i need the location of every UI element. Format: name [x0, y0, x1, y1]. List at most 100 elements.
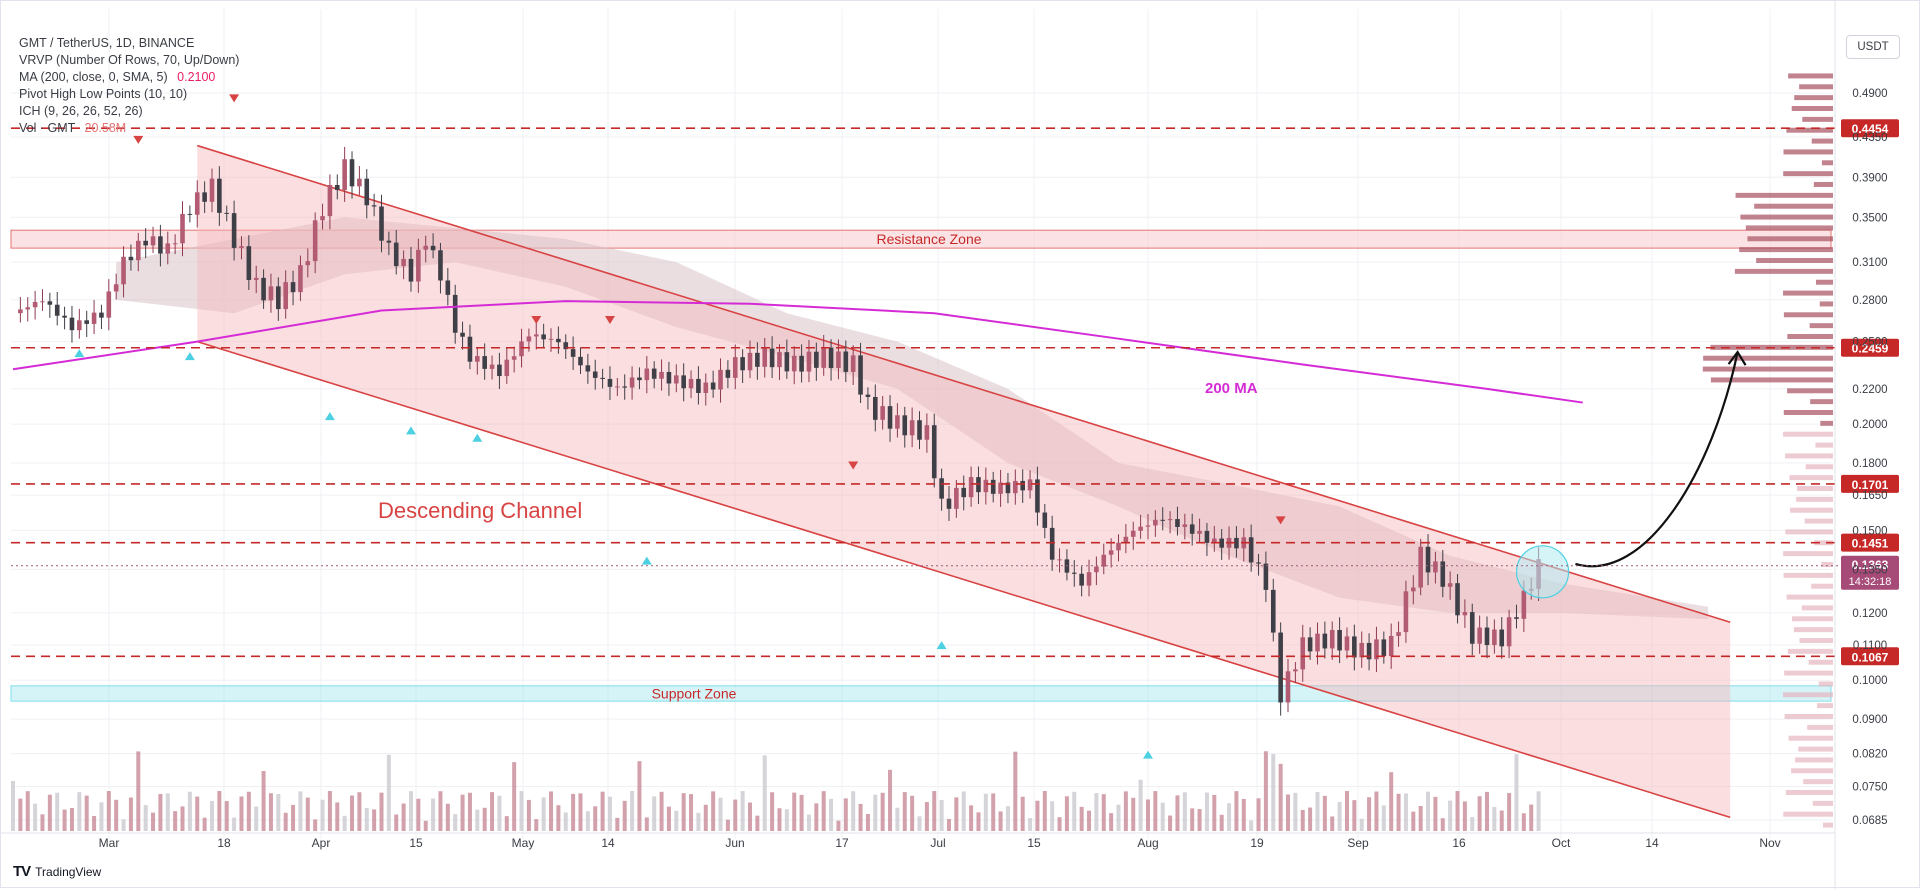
volume-bar — [11, 781, 15, 831]
candle-body — [32, 301, 38, 308]
volume-profile-bar — [1805, 464, 1833, 470]
candle-body — [806, 351, 812, 372]
volume-bar — [888, 769, 893, 831]
volume-profile-bar — [1823, 822, 1833, 828]
volume-profile-bar — [1801, 605, 1833, 611]
candle-body — [740, 357, 745, 371]
volume-profile-bar — [1784, 714, 1833, 719]
volume-bar — [1190, 808, 1195, 831]
price-level-badge — [1841, 474, 1899, 493]
candle-body — [253, 277, 259, 280]
candle-body — [408, 258, 414, 282]
y-axis-tick-label: 0.3900 — [1852, 172, 1887, 184]
volume-bar — [1050, 801, 1055, 831]
x-axis-tick-label: 17 — [835, 836, 849, 850]
price-level-label: 0.1067 — [1852, 650, 1889, 664]
breakout-highlight-circle — [1515, 545, 1570, 599]
candle-body — [1315, 633, 1320, 652]
currency-selector[interactable]: USDT — [1846, 35, 1900, 59]
candle-body — [283, 282, 288, 310]
volume-bar — [718, 797, 723, 831]
volume-bar — [674, 810, 679, 831]
volume-profile-bar — [1797, 486, 1833, 491]
candle-body — [1145, 525, 1151, 527]
volume-bar — [342, 815, 347, 831]
volume-bar — [1028, 818, 1033, 831]
volume-bar — [519, 791, 524, 831]
volume-bar — [1175, 795, 1180, 831]
volume-bar — [1234, 791, 1239, 831]
legend-line-ma[interactable]: MA (200, close, 0, SMA, 5) 0.2100 — [19, 69, 239, 86]
volume-profile-bar — [1818, 681, 1833, 687]
volume-bar — [416, 798, 421, 831]
candle-body — [526, 336, 532, 342]
volume-bar — [666, 806, 671, 831]
volume-bar — [526, 799, 531, 831]
volume-bar — [232, 817, 237, 831]
volume-bar — [460, 794, 465, 831]
volume-bar — [836, 820, 841, 831]
pivot-high-marker — [604, 315, 615, 324]
candle-body — [1020, 480, 1025, 491]
candle-body — [1278, 632, 1283, 703]
volume-profile-bar — [1756, 258, 1833, 263]
volume-bar — [1536, 791, 1541, 831]
volume-profile-bar — [1821, 160, 1833, 166]
projection-arrow-head — [1727, 350, 1747, 366]
volume-bar — [806, 814, 811, 831]
volume-bar — [357, 792, 362, 831]
candle-body — [821, 347, 826, 368]
candle-body — [1057, 559, 1062, 561]
volume-bar — [1168, 815, 1173, 831]
candle-body — [1366, 642, 1372, 660]
y-axis-tick-label: 0.0820 — [1852, 749, 1887, 761]
x-axis-tick-label: 14 — [601, 836, 615, 850]
volume-bar — [1064, 796, 1069, 831]
legend-line-volume[interactable]: Vol · GMT 20.58M — [19, 120, 239, 137]
volume-bar — [136, 751, 141, 831]
volume-bar — [151, 812, 156, 831]
candle-body — [1189, 524, 1195, 534]
tradingview-logo[interactable]: TV TradingView — [13, 863, 101, 880]
legend-line-vrvp[interactable]: VRVP (Number Of Rows, 70, Up/Down) — [19, 52, 239, 69]
price-level-badge — [1841, 119, 1899, 138]
volume-profile-bar — [1792, 616, 1833, 622]
candle-body — [1359, 642, 1365, 658]
y-axis-tick-label: 0.2500 — [1852, 337, 1887, 349]
volume-profile-bar — [1783, 312, 1833, 318]
candle-body — [1388, 635, 1394, 657]
candle-body — [276, 286, 281, 310]
volume-bar — [84, 795, 89, 831]
candle-body — [696, 378, 701, 393]
candle-body — [430, 245, 436, 251]
candle-body — [681, 375, 686, 389]
volume-bar — [814, 803, 819, 831]
volume-profile-bar — [1791, 768, 1833, 774]
volume-bar — [1507, 793, 1512, 831]
volume-profile-bar — [1812, 800, 1833, 806]
volume-bar — [497, 795, 502, 831]
candle-body — [357, 178, 362, 187]
volume-bar — [55, 792, 60, 831]
volume-bar — [1109, 813, 1114, 831]
candle-body — [460, 332, 465, 337]
volume-bar — [1057, 817, 1062, 831]
volume-bar — [431, 798, 436, 831]
volume-bar — [1197, 809, 1202, 831]
volume-profile-bar — [1819, 301, 1833, 307]
legend-line-pivots[interactable]: Pivot High Low Points (10, 10) — [19, 86, 239, 103]
legend-line-ichimoku[interactable]: ICH (9, 26, 26, 52, 26) — [19, 103, 239, 120]
candle-body — [895, 415, 900, 429]
x-axis-tick-label: 14 — [1645, 836, 1659, 850]
candle-body — [592, 371, 598, 378]
volume-bar — [622, 800, 627, 831]
pivot-low-marker — [472, 433, 483, 442]
legend-line-symbol[interactable]: GMT / TetherUS, 1D, BINANCE — [19, 35, 239, 52]
candle-body — [1160, 519, 1166, 521]
volume-profile-bar — [1821, 562, 1833, 567]
volume-bar — [740, 791, 745, 831]
candle-body — [1455, 583, 1460, 616]
candle-body — [814, 351, 819, 368]
candle-body — [659, 371, 664, 379]
